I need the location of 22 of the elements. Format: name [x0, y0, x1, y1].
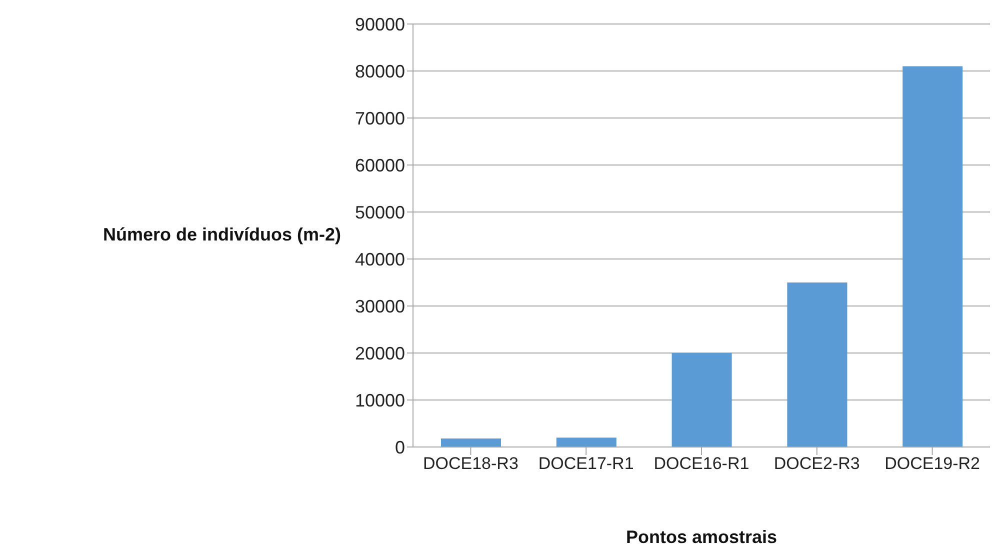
y-tick-label: 70000	[354, 108, 405, 128]
bar	[787, 282, 848, 447]
x-axis-title: Pontos amostrais	[626, 527, 778, 547]
y-tick-label: 40000	[354, 249, 405, 270]
bar	[441, 438, 501, 447]
y-tick-label: 20000	[354, 343, 405, 364]
y-tick-label: 90000	[354, 14, 405, 34]
y-tick-label: 10000	[354, 390, 405, 410]
x-tick-label: DOCE16-R1	[654, 454, 750, 474]
x-tick-label: DOCE18-R3	[422, 454, 518, 474]
y-tick-label: 60000	[354, 155, 405, 176]
y-tick-label: 50000	[354, 202, 405, 222]
y-tick-label: 80000	[354, 61, 405, 82]
y-axis-title: Número de indivíduos (m-2)	[102, 224, 341, 244]
x-tick-label: DOCE19-R2	[884, 454, 980, 474]
bar	[902, 66, 963, 447]
y-tick-label: 30000	[354, 296, 405, 316]
x-tick-label: DOCE17-R1	[538, 454, 634, 474]
bar	[672, 353, 732, 447]
x-tick-label: DOCE2-R3	[774, 454, 860, 474]
y-tick-label: 0	[394, 437, 405, 458]
bar	[556, 438, 616, 447]
